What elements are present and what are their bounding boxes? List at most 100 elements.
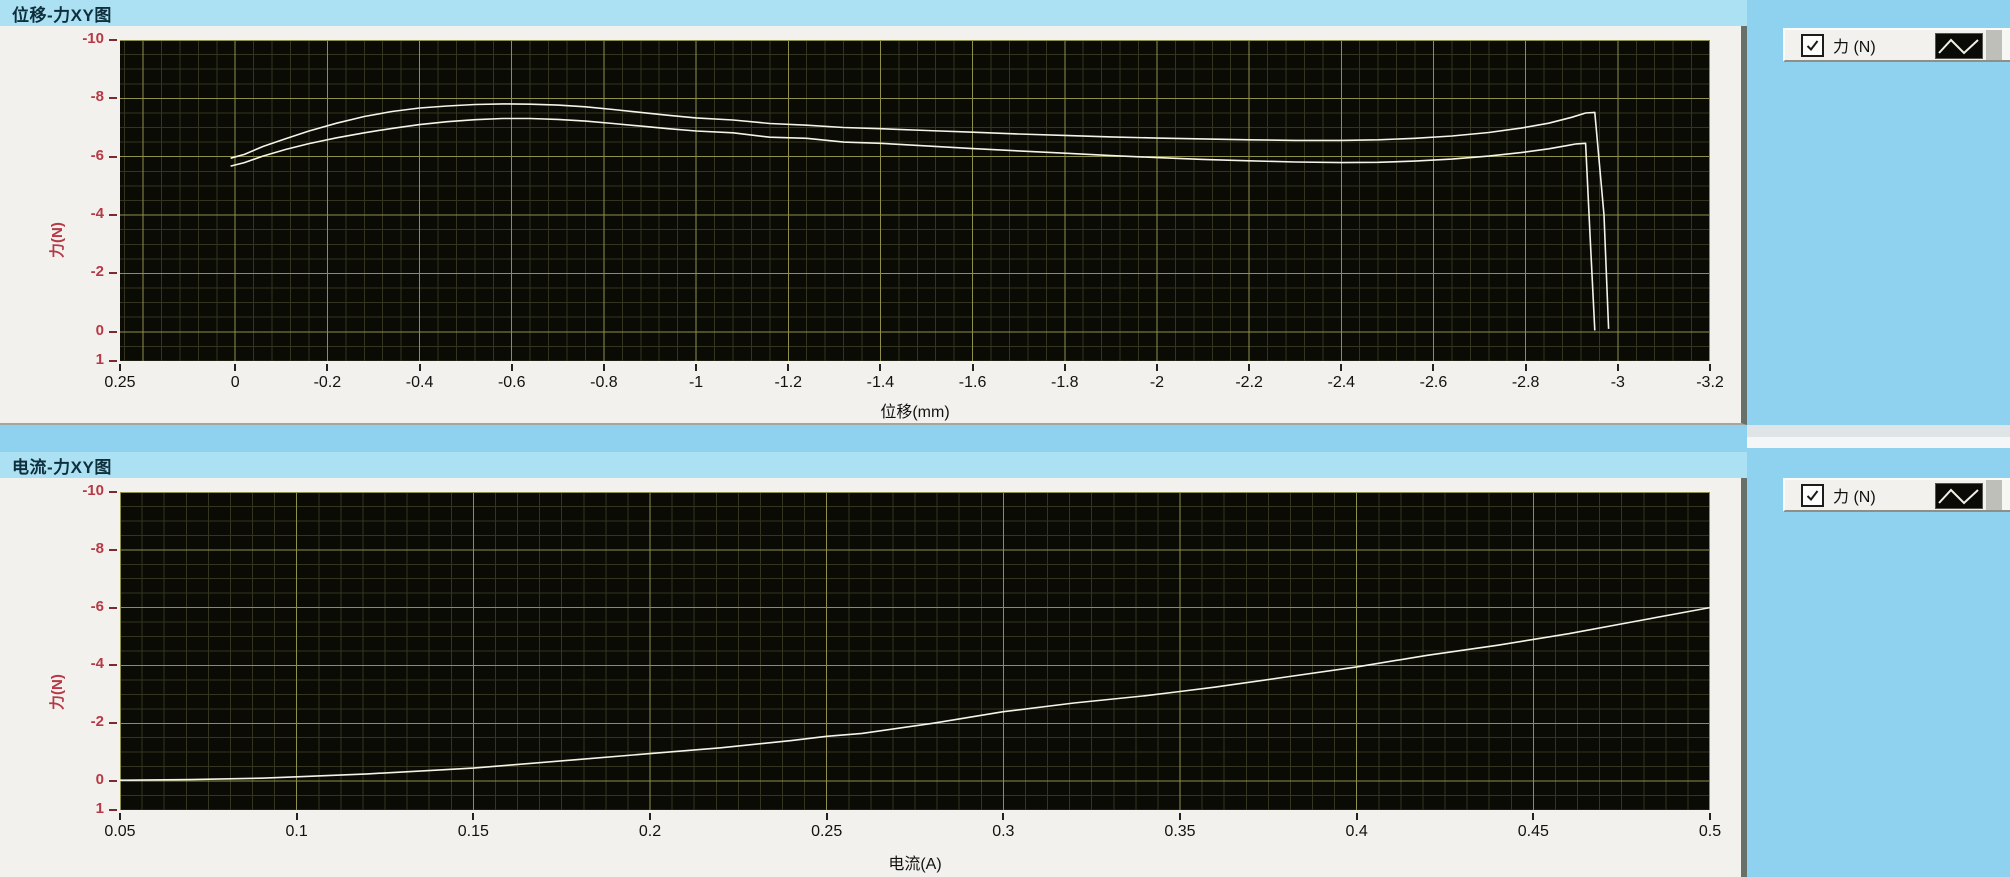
x-tick-label: -2.4 xyxy=(1327,374,1356,391)
chart-title: 电流-力XY图 xyxy=(12,457,112,477)
x-tick-label: -2.8 xyxy=(1511,374,1540,391)
chart-panel: 力(N) 电流(A) 0.05 0.1 0.15 0.2 0.25 0.3 0.35 0.4 0… xyxy=(0,478,1747,877)
x-axis-title: 电流(A) xyxy=(888,856,942,873)
x-tick-mark xyxy=(1155,364,1158,371)
y-tick-label: -6 xyxy=(90,597,104,615)
x-tick-mark xyxy=(971,364,974,371)
x-axis-title: 位移(mm) xyxy=(880,404,950,421)
x-tick-label: -1.4 xyxy=(866,374,895,391)
x-tick-mark xyxy=(472,813,475,820)
y-tick-mark xyxy=(109,97,117,100)
x-tick-label: -1.6 xyxy=(958,374,987,391)
y-tick-label: -10 xyxy=(82,482,104,499)
x-tick-mark xyxy=(825,813,828,820)
panel-corner-highlight xyxy=(1747,437,2010,448)
data-curve xyxy=(120,606,1710,781)
x-tick-label: 0 xyxy=(230,374,240,391)
displacement-force-chart-section: 位移-力XY图 力(N) 位移(mm) 0.25 0 -0.2 -0.4 -0.6 -0.… xyxy=(0,0,2010,425)
x-tick-mark xyxy=(510,364,513,371)
y-tick-label: -10 xyxy=(82,30,104,47)
x-tick-label: -2 xyxy=(1149,374,1165,391)
y-tick-label: 1 xyxy=(95,351,104,368)
legend-line-style-sample[interactable] xyxy=(1935,33,1983,59)
x-tick-mark xyxy=(1179,813,1181,820)
check-icon xyxy=(1806,39,1819,51)
x-tick-mark xyxy=(1709,364,1711,371)
plot-svg xyxy=(120,492,1710,810)
chart-title-strip: 位移-力XY图 xyxy=(0,0,1747,26)
x-tick-label: -2.6 xyxy=(1419,374,1448,391)
y-tick-label: -2 xyxy=(90,713,104,731)
legend-scrollbar-strip[interactable] xyxy=(1986,480,2002,510)
chart-title: 位移-力XY图 xyxy=(12,5,112,25)
plot-area[interactable] xyxy=(120,40,1710,361)
x-tick-mark xyxy=(326,364,329,371)
chart-title-strip: 电流-力XY图 xyxy=(0,452,1747,478)
legend-endcap xyxy=(2002,30,2010,60)
y-tick-mark xyxy=(109,214,117,217)
legend: 力 (N) xyxy=(1783,28,2010,62)
y-tick-label: -6 xyxy=(90,146,104,164)
x-tick-label: -2.2 xyxy=(1235,374,1263,391)
y-tick-label: -2 xyxy=(90,263,104,281)
plot-area[interactable] xyxy=(120,492,1710,810)
x-tick-mark xyxy=(418,364,421,371)
legend-label: 力 (N) xyxy=(1833,39,1876,56)
check-icon xyxy=(1806,489,1819,501)
y-tick-mark xyxy=(109,272,117,275)
data-curve xyxy=(230,117,1596,331)
y-tick-mark xyxy=(109,39,117,41)
legend-endcap xyxy=(2002,480,2010,510)
zigzag-line-icon xyxy=(1938,38,1979,55)
y-tick-label: 0 xyxy=(95,771,104,789)
y-tick-mark xyxy=(109,360,117,362)
y-tick-mark xyxy=(109,491,117,493)
x-tick-mark xyxy=(119,813,121,820)
legend-scrollbar-strip[interactable] xyxy=(1986,30,2002,60)
legend-line-style-sample[interactable] xyxy=(1935,483,1983,509)
y-tick-mark xyxy=(109,155,117,158)
x-tick-label: -0.4 xyxy=(405,374,434,391)
y-tick-label: 0 xyxy=(95,321,104,339)
x-tick-label: 0.3 xyxy=(992,823,1015,840)
x-tick-label: 0.2 xyxy=(638,823,662,840)
x-tick-mark xyxy=(1355,813,1358,820)
x-tick-mark xyxy=(1709,813,1711,820)
x-tick-label: 0.45 xyxy=(1517,823,1549,840)
legend-checkbox[interactable] xyxy=(1801,33,1824,57)
x-tick-label: -0.8 xyxy=(590,374,618,391)
y-axis-title: 力(N) xyxy=(49,674,66,710)
x-tick-mark xyxy=(879,364,882,371)
x-tick-label: -0.6 xyxy=(497,374,526,391)
y-tick-label: 1 xyxy=(95,800,104,817)
y-tick-label: -4 xyxy=(90,205,104,223)
x-tick-label: -3.2 xyxy=(1696,374,1724,391)
y-tick-mark xyxy=(109,722,117,725)
x-tick-mark xyxy=(234,364,237,371)
x-tick-mark xyxy=(1616,364,1619,371)
x-tick-mark xyxy=(1532,813,1535,820)
x-tick-label: 0.35 xyxy=(1164,823,1196,840)
x-tick-label: 0.05 xyxy=(104,823,136,840)
y-tick-label: -4 xyxy=(90,655,104,673)
y-tick-label: -8 xyxy=(90,539,104,557)
x-tick-mark xyxy=(1248,364,1251,371)
legend-checkbox[interactable] xyxy=(1801,483,1824,507)
y-tick-mark xyxy=(109,548,117,551)
x-tick-mark xyxy=(1063,364,1066,371)
x-tick-mark xyxy=(1432,364,1435,371)
zigzag-line-icon xyxy=(1938,488,1979,505)
x-tick-label: 0.25 xyxy=(104,374,136,391)
x-tick-label: -1.2 xyxy=(774,374,803,391)
x-tick-label: 0.1 xyxy=(285,823,308,840)
x-tick-label: -1.8 xyxy=(1050,374,1079,391)
x-tick-label: 0.25 xyxy=(811,823,843,840)
x-tick-mark xyxy=(1524,364,1527,371)
y-tick-mark xyxy=(109,809,117,811)
y-tick-mark xyxy=(109,780,117,783)
x-tick-mark xyxy=(787,364,790,371)
x-tick-mark xyxy=(1002,813,1005,820)
x-tick-mark xyxy=(649,813,651,820)
y-tick-label: -8 xyxy=(90,88,104,106)
